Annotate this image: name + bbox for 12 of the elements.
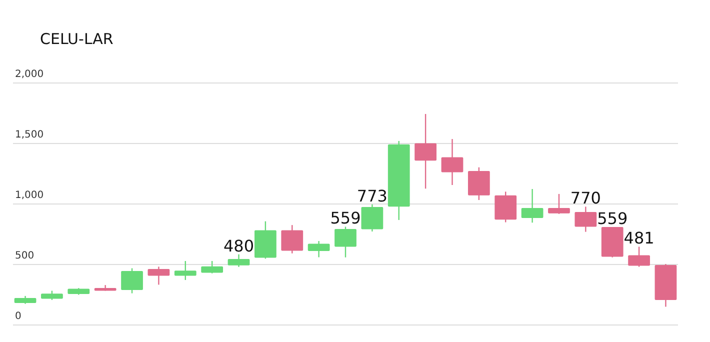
y-tick-label: 1,000 — [15, 190, 44, 201]
text: 773 — [356, 186, 388, 206]
text: 770 — [570, 188, 601, 208]
y-tick-label: 2,000 — [15, 69, 44, 80]
text: 559 — [330, 208, 361, 228]
text: 481 — [624, 228, 654, 248]
y-tick-label: 0 — [15, 311, 22, 322]
y-tick-label: 1,500 — [15, 130, 44, 140]
chart-title: CELU-LAR — [40, 30, 114, 48]
text: 480 — [223, 236, 254, 256]
y-tick-label: 500 — [15, 250, 34, 262]
text: 559 — [597, 208, 628, 228]
